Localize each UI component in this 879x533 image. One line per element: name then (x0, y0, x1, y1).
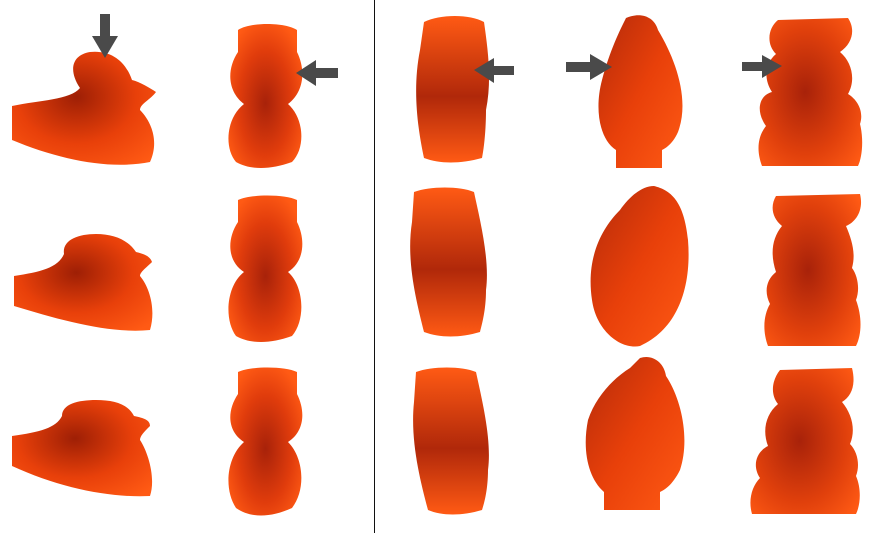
arrow-right-icon (742, 55, 782, 78)
panel-divider (374, 0, 375, 533)
duck-view-2 (14, 234, 153, 331)
arrow-left-icon (474, 58, 514, 83)
vase-view-3 (228, 367, 303, 516)
bottle-view-2 (410, 187, 487, 337)
bottle-view-1 (416, 16, 490, 163)
round-bottle-view-3 (585, 356, 685, 510)
vase-view-2 (228, 195, 303, 342)
bear-view-1 (758, 18, 863, 166)
arrow-right-icon (566, 54, 612, 80)
arrow-left-icon (296, 60, 338, 86)
bottle-view-3 (413, 367, 489, 515)
vase-view-1 (228, 24, 303, 168)
duck-view-1 (12, 51, 156, 165)
round-bottle-view-2 (590, 186, 689, 347)
round-bottle-view-1 (598, 15, 683, 168)
arrow-down-icon (92, 14, 118, 58)
bear-view-2 (764, 194, 862, 346)
duck-view-3 (12, 400, 153, 497)
bear-view-3 (750, 368, 860, 514)
